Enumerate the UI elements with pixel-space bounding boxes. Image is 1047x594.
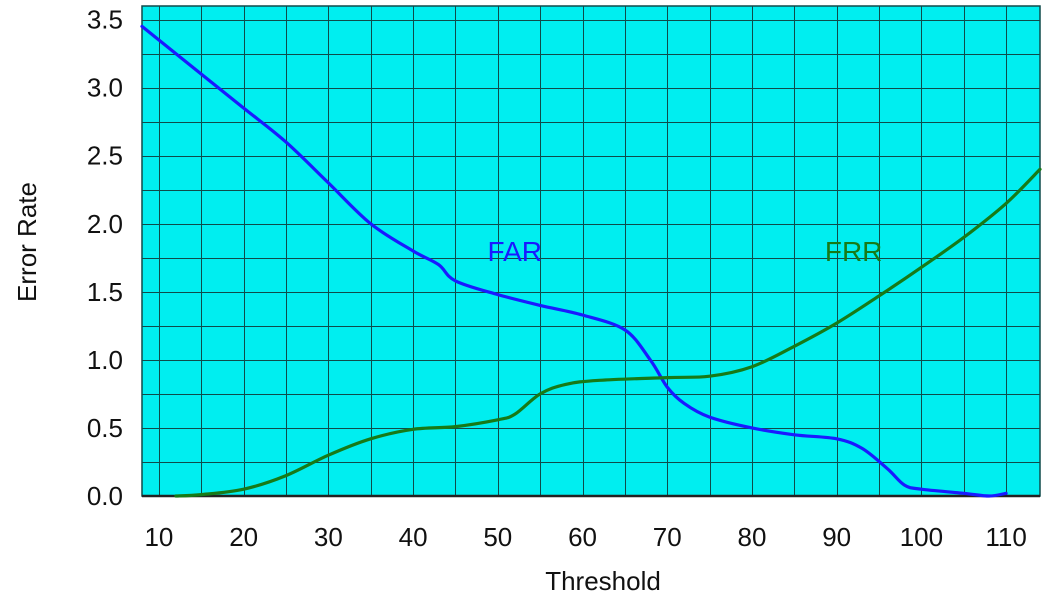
y-tick-label: 0.0 [87,481,123,511]
x-tick-label: 80 [738,522,767,552]
series-label-far: FAR [488,236,542,267]
x-tick-label: 40 [399,522,428,552]
x-axis-title: Threshold [545,566,661,594]
y-tick-label: 1.0 [87,345,123,375]
x-tick-label: 20 [229,522,258,552]
x-tick-label: 10 [144,522,173,552]
x-tick-label: 110 [985,522,1026,552]
y-tick-label: 0.5 [87,413,123,443]
y-tick-label: 2.5 [87,141,123,171]
series-lines [140,24,1042,498]
series-line-frr [174,167,1042,498]
x-tick-label: 70 [653,522,682,552]
x-tick-label: 90 [822,522,851,552]
y-axis-title: Error Rate [12,182,42,302]
y-tick-label: 3.5 [87,5,123,35]
x-tick-label: 100 [900,522,943,552]
x-tick-label: 30 [314,522,343,552]
series-annotations: FAR FRR [488,236,883,267]
grid [141,5,1041,498]
y-axis-ticks: 0.0 0.5 1.0 1.5 2.0 2.5 3.0 3.5 [87,5,123,511]
x-tick-label: 50 [483,522,512,552]
plot-background [142,6,1040,496]
x-axis-ticks: 10 20 30 40 50 60 70 80 90 100 110 [144,522,1026,552]
y-tick-label: 2.0 [87,209,123,239]
series-line-far [140,24,1008,498]
y-tick-label: 1.5 [87,277,123,307]
y-tick-label: 3.0 [87,73,123,103]
x-tick-label: 60 [568,522,597,552]
plot-area [142,6,1040,496]
series-label-frr: FRR [825,236,883,267]
